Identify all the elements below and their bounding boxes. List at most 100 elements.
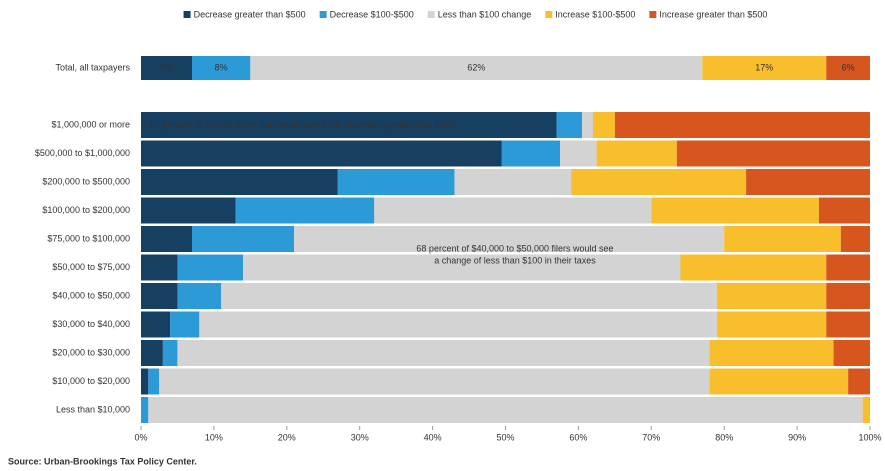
legend-label: Decrease $100-$500	[330, 9, 414, 19]
bar-segment	[826, 56, 870, 80]
bar-segment	[709, 340, 834, 366]
x-tick-label: 40%	[424, 432, 442, 442]
y-tick-label: $20,000 to $30,000	[52, 347, 130, 357]
bar-segment	[148, 368, 160, 395]
bar-segment	[614, 112, 870, 138]
bar-segment	[746, 169, 870, 195]
bar-segment	[556, 112, 583, 138]
x-tick-label: 10%	[205, 432, 223, 442]
x-tick-label: 90%	[788, 432, 806, 442]
value-label: 8%	[215, 62, 228, 72]
y-tick-label: $100,000 to $200,000	[42, 205, 130, 215]
bar-segment	[141, 340, 163, 366]
bar-segment	[170, 311, 200, 338]
legend-swatch	[545, 11, 553, 18]
bar-segment	[818, 197, 870, 224]
y-tick-label: $30,000 to $40,000	[52, 319, 130, 329]
annotation: a change of less than $100 in their taxe…	[434, 255, 596, 265]
bar-segment	[141, 254, 178, 281]
value-label: 17%	[755, 62, 773, 72]
bar-segment	[716, 283, 827, 309]
bar-segment	[141, 226, 193, 252]
bar-segment	[294, 226, 725, 252]
y-tick-label: $200,000 to $500,000	[42, 176, 130, 186]
bar-segment	[862, 397, 870, 423]
y-tick-label: Total, all taxpayers	[55, 62, 130, 72]
bar-segment	[709, 368, 849, 395]
x-tick-label: 100%	[858, 432, 881, 442]
legend-label: Increase greater than $500	[659, 9, 767, 19]
bar-segment	[680, 254, 827, 281]
bar-segment	[826, 254, 870, 281]
bar-segment	[716, 311, 827, 338]
y-tick-label: $10,000 to $20,000	[52, 376, 130, 386]
value-label: 62%	[467, 62, 485, 72]
bar-segment	[560, 140, 597, 167]
legend-label: Increase $100-$500	[555, 9, 635, 19]
bar-segment	[141, 169, 338, 195]
bar-segment	[177, 254, 244, 281]
y-tick-label: $75,000 to $100,000	[47, 233, 130, 243]
legend-label: Decrease greater than $500	[194, 9, 306, 19]
bar-segment	[177, 340, 710, 366]
bar-segment	[501, 140, 561, 167]
bar-segment	[592, 112, 615, 138]
x-tick-label: 30%	[351, 432, 369, 442]
bar-segment	[454, 169, 572, 195]
bar-segment	[148, 397, 863, 423]
y-tick-label: $500,000 to $1,000,000	[35, 148, 130, 158]
x-tick-label: 20%	[278, 432, 296, 442]
annotation: 57 percent of $1,000,000+ filers would s…	[150, 119, 455, 129]
annotation: 68 percent of $40,000 to $50,000 filers …	[416, 243, 613, 253]
bar-segment	[243, 254, 681, 281]
y-tick-label: $50,000 to $75,000	[52, 262, 130, 272]
y-tick-label: $1,000,000 or more	[51, 119, 130, 129]
value-label: 6%	[842, 62, 855, 72]
bar-segment	[141, 197, 236, 224]
y-tick-label: Less than $10,000	[56, 404, 130, 414]
bar-segment	[199, 311, 717, 338]
bar-segment	[192, 56, 251, 80]
bar-segment	[235, 197, 375, 224]
legend-swatch	[649, 11, 657, 18]
bar-segment	[848, 368, 870, 395]
x-tick-label: 70%	[642, 432, 660, 442]
bar-segment	[141, 283, 178, 309]
legend-label: Less than $100 change	[438, 9, 532, 19]
bar-segment	[571, 169, 747, 195]
bar-segment	[221, 283, 717, 309]
bar-segment	[582, 112, 593, 138]
bar-segment	[840, 226, 870, 252]
legend: Decrease greater than $500 Decrease $100-…	[183, 9, 767, 19]
bar-segment	[833, 340, 870, 366]
bar-segment	[159, 368, 710, 395]
bar-segment	[250, 56, 703, 80]
x-tick-label: 50%	[496, 432, 514, 442]
bar-segment	[676, 140, 870, 167]
x-tick-label: 80%	[715, 432, 733, 442]
source: Source: Urban-Brookings Tax Policy Cente…	[8, 456, 197, 466]
bar-segment	[826, 283, 870, 309]
bar-segment	[141, 112, 557, 138]
bar-segment	[374, 197, 652, 224]
bar-segment	[826, 311, 870, 338]
legend-swatch	[183, 11, 191, 18]
bar-segment	[596, 140, 677, 167]
bar-segment	[724, 226, 841, 252]
bar-segment	[141, 368, 149, 395]
x-tick-label: 60%	[569, 432, 587, 442]
bar-segment	[141, 140, 502, 167]
legend-swatch	[319, 11, 327, 18]
value-label: 7%	[160, 62, 173, 72]
y-tick-label: $40,000 to $50,000	[52, 290, 130, 300]
bar-segment	[141, 311, 171, 338]
bar-segment	[177, 283, 222, 309]
bar-segment	[192, 226, 295, 252]
legend-swatch	[427, 11, 435, 18]
bar-segment	[141, 397, 149, 423]
bar-segment	[651, 197, 819, 224]
bar-segment	[141, 56, 193, 80]
x-tick-label: 0%	[134, 432, 147, 442]
bar-segment	[162, 340, 178, 366]
